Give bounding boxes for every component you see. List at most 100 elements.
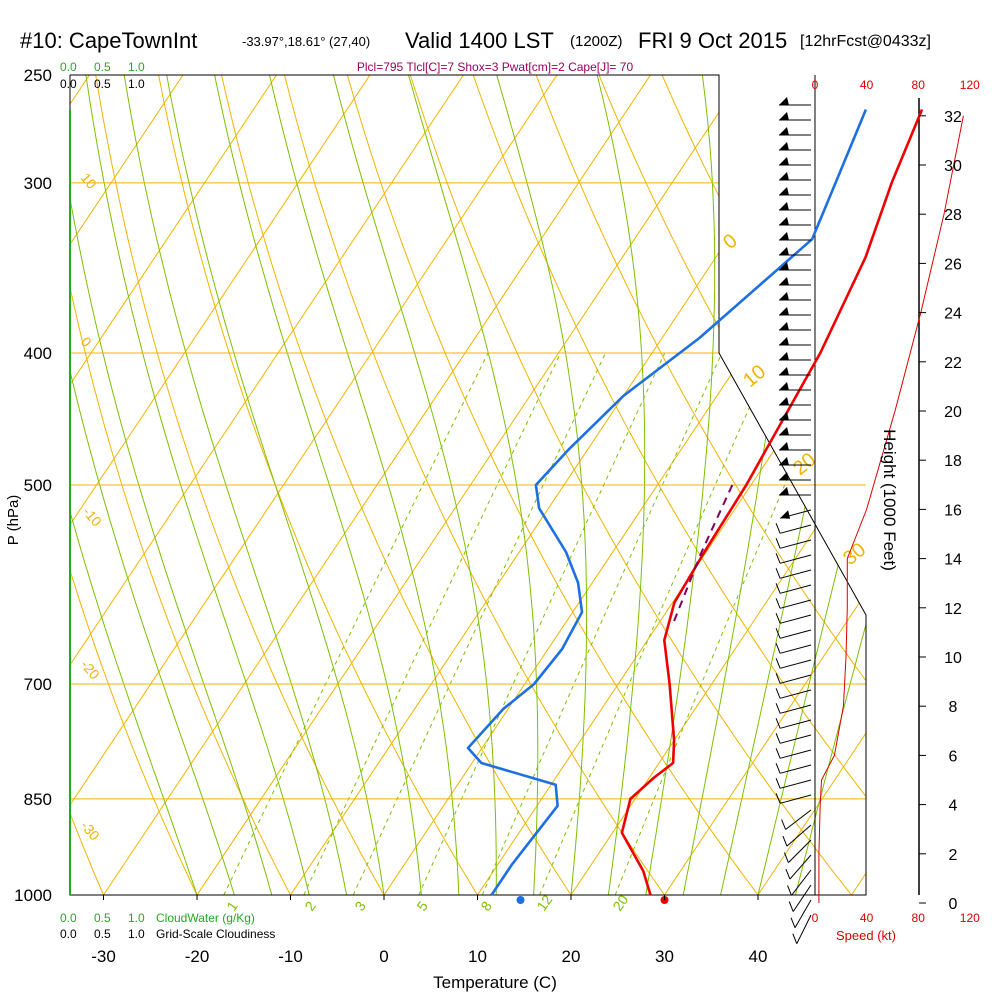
moist-adiabat-line <box>794 75 866 895</box>
height-tick-label: 0 <box>949 896 958 913</box>
wind-barb <box>779 599 812 609</box>
height-tick-label: 10 <box>944 650 962 667</box>
moist-adiabat-line <box>70 75 198 895</box>
wind-barb-feather <box>775 778 781 789</box>
cloud-scale-top: 0.0 0.5 1.0 0.0 0.5 1.0 <box>60 60 145 91</box>
wind-barb-flag <box>779 187 789 196</box>
isotherm-line <box>177 75 833 895</box>
wind-barb-feather <box>775 763 781 774</box>
cloud-scale-bottom-black-0: 0.0 <box>60 927 77 941</box>
moist-adiabat-line <box>145 75 385 895</box>
wind-barb-feather <box>781 819 787 830</box>
chart-title-date: FRI 9 Oct 2015 <box>638 28 787 53</box>
speed-tick-bottom: 40 <box>860 911 874 925</box>
x-tick-label: -10 <box>278 947 303 966</box>
wind-barb <box>794 899 812 928</box>
dewpoint-line <box>466 109 868 896</box>
wind-barb-flag <box>780 510 791 519</box>
moist-adiabat-line <box>757 75 866 895</box>
wind-barb-flag <box>779 427 789 436</box>
dry-adiabat-line <box>0 0 21 924</box>
height-tick-label: 32 <box>944 109 962 126</box>
speed-tick-bottom: 80 <box>912 911 926 925</box>
isotherm-line <box>70 75 646 895</box>
y-axis-label: P (hPa) <box>5 495 22 546</box>
mixing-ratio-line <box>223 352 489 895</box>
moist-adiabat-label: 0 <box>719 230 742 254</box>
moist-adiabat-line <box>561 75 646 895</box>
wind-barb-feather <box>775 613 781 624</box>
dry-adiabat-label: -20 <box>78 657 103 683</box>
wind-barb-flag <box>779 412 789 421</box>
speed-tick-top: 40 <box>860 78 874 92</box>
wind-barb <box>796 914 812 944</box>
moist-adiabat-label: 30 <box>839 539 870 570</box>
height-tick-label: 24 <box>944 306 962 323</box>
wind-barb <box>779 689 812 699</box>
cloud-scale-top-green-0: 0.0 <box>60 60 77 74</box>
isotherm-line <box>70 75 178 895</box>
chart-title-valid: Valid 1400 LST <box>405 28 554 53</box>
wind-barb-feather <box>775 583 781 594</box>
wind-barb-feather <box>775 658 781 669</box>
wind-barb <box>791 869 812 896</box>
speed-tick-top: 0 <box>812 78 819 92</box>
wind-barb-feather <box>792 933 798 944</box>
height-tick-label: 6 <box>949 748 958 765</box>
height-tick-label: 8 <box>949 699 958 716</box>
wind-barb-feather <box>775 553 781 564</box>
isotherm-line <box>70 75 552 895</box>
wind-barb-feather <box>775 538 781 549</box>
cloud-scale-bottom-green-0: 0.0 <box>60 911 77 925</box>
wind-barb-flag <box>779 472 789 481</box>
wind-barb-flag <box>779 337 789 346</box>
height-tick-label: 16 <box>944 502 962 519</box>
isotherm-lines <box>70 75 866 895</box>
x-axis-ticks: -30 -20 -10 0 10 20 30 40 <box>91 895 767 966</box>
speed-tick-bottom: 0 <box>812 911 819 925</box>
wind-barb <box>779 719 812 729</box>
moist-adiabat-line <box>645 75 716 895</box>
mixing-ratio-label: 2 <box>301 898 319 914</box>
dry-adiabat-label: 0 <box>78 334 95 350</box>
dry-adiabat-label: 10 <box>78 170 100 192</box>
wind-barb-flag <box>779 457 789 466</box>
wind-barb-feather <box>788 901 794 912</box>
height-tick-label: 2 <box>949 847 958 864</box>
pressure-tick-label: 400 <box>24 344 52 363</box>
cloud-scale-bottom-black-2: 1.0 <box>128 927 145 941</box>
dry-adiabat-line <box>490 75 866 895</box>
moist-adiabat-line <box>242 75 460 895</box>
dry-adiabat-line <box>254 75 686 895</box>
wind-barb <box>779 749 812 759</box>
wind-barb <box>779 674 812 684</box>
cloudwater-label: CloudWater (g/Kg) <box>156 911 255 925</box>
wind-barb <box>788 839 812 863</box>
wind-barb <box>779 764 812 774</box>
isotherm-line <box>70 75 85 895</box>
isotherm-line <box>551 75 866 895</box>
dry-adiabat-line <box>549 75 866 895</box>
height-tick-label: 22 <box>944 355 962 372</box>
pressure-tick-label: 700 <box>24 675 52 694</box>
height-tick-label: 20 <box>944 404 962 421</box>
wind-barb-feather <box>790 917 796 928</box>
cloud-scale-bottom-green-1: 0.5 <box>94 911 111 925</box>
dry-adiabat-line <box>70 75 212 895</box>
moist-adiabat-label: 20 <box>789 449 820 480</box>
x-tick-label: 40 <box>749 947 768 966</box>
height-tick-label: 30 <box>944 158 962 175</box>
wind-barb <box>779 584 812 594</box>
wind-barb-feather <box>783 852 789 863</box>
wind-barb <box>779 794 812 804</box>
wind-barb <box>779 659 812 669</box>
parcel-line <box>672 484 734 623</box>
cloud-scale-top-black-1: 0.5 <box>94 77 111 91</box>
isotherm-line <box>644 75 866 895</box>
temperature-line <box>620 109 924 896</box>
wind-barb-flag <box>779 262 789 271</box>
mixing-ratio-line <box>481 352 723 895</box>
wind-barb-flag <box>779 112 789 121</box>
cloud-scale-bottom-black-1: 0.5 <box>94 927 111 941</box>
